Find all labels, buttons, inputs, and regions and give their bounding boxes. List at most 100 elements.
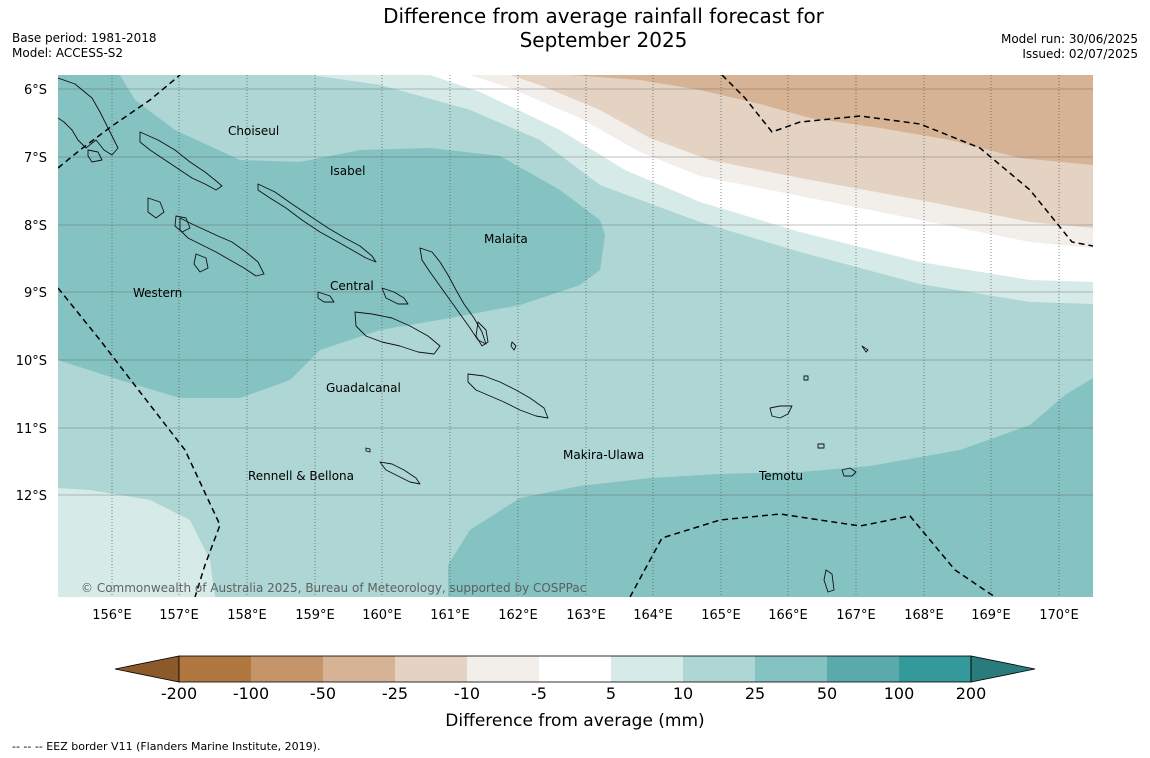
- island-bellona: [365, 447, 371, 453]
- island-shortlands: [87, 149, 103, 163]
- region-label-rennell-bellona: Rennell & Bellona: [248, 469, 354, 483]
- colorbar-ticks: -200 -100 -50 -25 -10 -5 5 10 25 50 100 …: [161, 684, 986, 703]
- lon-label-158e: 158°E: [227, 608, 267, 623]
- lon-label-169e: 169°E: [971, 608, 1011, 623]
- colorbar-tick-minus200: -200: [161, 684, 197, 703]
- issued-date: Issued: 02/07/2025: [1022, 47, 1138, 61]
- lon-label-164e: 164°E: [633, 608, 673, 623]
- region-label-malaita: Malaita: [484, 232, 528, 246]
- colorbar-tick-minus100: -100: [233, 684, 269, 703]
- colorbar-tick-10: 10: [673, 684, 693, 703]
- region-label-temotu: Temotu: [758, 469, 803, 483]
- colorbar-swatches: [114, 655, 1036, 683]
- lon-label-163e: 163°E: [566, 608, 606, 623]
- island-ndeni: [769, 405, 793, 419]
- base-period: Base period: 1981-2018: [12, 31, 157, 45]
- island-malaita: [419, 247, 487, 345]
- colorbar-tick-100: 100: [884, 684, 915, 703]
- lat-label-6s: 6°S: [24, 83, 47, 98]
- lon-axis-labels: 156°E 157°E 158°E 159°E 160°E 161°E 162°…: [92, 608, 1079, 623]
- copyright-watermark: © Commonwealth of Australia 2025, Bureau…: [81, 581, 586, 595]
- island-bougainville: [58, 77, 119, 156]
- region-label-guadalcanal: Guadalcanal: [326, 381, 401, 395]
- colorbar-swatch: [395, 656, 467, 682]
- map-title: Difference from average rainfall forecas…: [0, 4, 1150, 52]
- model-run: Model run: 30/06/2025: [1000, 32, 1138, 46]
- island-anuta: [803, 375, 809, 381]
- colorbar-swatch: [827, 656, 899, 682]
- colorbar-outline: [178, 655, 972, 683]
- lon-label-160e: 160°E: [362, 608, 402, 623]
- colorbar-tick-minus50: -50: [310, 684, 336, 703]
- lat-label-8s: 8°S: [24, 219, 47, 234]
- eez-border-north-east: [721, 75, 1093, 247]
- colorbar-arrow-low: [114, 655, 180, 683]
- eez-borders: [58, 75, 1093, 597]
- lat-label-9s: 9°S: [24, 286, 47, 301]
- island-russell: [381, 287, 409, 305]
- lat-label-7s: 7°S: [24, 151, 47, 166]
- island-isabel: [257, 183, 377, 263]
- island-florida: [317, 291, 335, 303]
- island-makira: [467, 373, 549, 419]
- region-label-isabel: Isabel: [330, 164, 365, 178]
- grid-meridians: [111, 75, 1060, 597]
- lat-label-11s: 11°S: [16, 422, 47, 437]
- island-guadalcanal: [354, 311, 441, 355]
- colorbar-swatch: [467, 656, 539, 682]
- lon-label-165e: 165°E: [701, 608, 741, 623]
- lon-label-157e: 157°E: [159, 608, 199, 623]
- colorbar-arrow-high: [970, 655, 1036, 683]
- colorbar-tick-minus5: -5: [531, 684, 547, 703]
- meta-right: Model run: 30/06/2025 Issued: 02/07/2025: [1001, 32, 1138, 62]
- model-name: Model: ACCESS-S2: [12, 46, 124, 60]
- band-10-25-north: [58, 75, 540, 140]
- island-utupua: [823, 569, 835, 593]
- colorbar-swatch: [755, 656, 827, 682]
- colorbar-tick-25: 25: [745, 684, 765, 703]
- region-label-western: Western: [133, 286, 182, 300]
- grid-parallels: [58, 88, 1093, 496]
- island-vella-lavella: [147, 197, 165, 219]
- lon-label-166e: 166°E: [768, 608, 808, 623]
- band-5-10-southwest: [58, 488, 215, 597]
- band-minus50-minus25: [570, 75, 1093, 165]
- lon-label-167e: 167°E: [836, 608, 876, 623]
- lon-label-161e: 161°E: [430, 608, 470, 623]
- colorbar-swatch: [179, 656, 251, 682]
- eez-legend-note: -- -- -- EEZ border V11 (Flanders Marine…: [12, 740, 321, 753]
- island-vanikoro: [841, 467, 857, 477]
- title-line-2: September 2025: [519, 28, 688, 52]
- colorbar-tick-200: 200: [956, 684, 987, 703]
- colorbar-swatch: [683, 656, 755, 682]
- map-frame: [58, 75, 1093, 597]
- title-line-1: Difference from average rainfall forecas…: [383, 4, 824, 28]
- colorbar-tick-50: 50: [817, 684, 837, 703]
- lon-label-168e: 168°E: [904, 608, 944, 623]
- colorbar-tick-minus10: -10: [454, 684, 480, 703]
- lon-label-156e: 156°E: [92, 608, 132, 623]
- colorbar: -200 -100 -50 -25 -10 -5 5 10 25 50 100 …: [114, 655, 1036, 731]
- island-choiseul: [139, 131, 223, 191]
- coastlines: [58, 77, 869, 593]
- island-duff: [861, 345, 869, 353]
- island-ranongga: [174, 215, 191, 233]
- lon-label-159e: 159°E: [295, 608, 335, 623]
- island-new-georgia: [179, 217, 265, 277]
- colorbar-swatch: [611, 656, 683, 682]
- island-tikopia: [817, 443, 825, 449]
- eez-border-west: [58, 287, 221, 597]
- colorbar-tick-minus25: -25: [382, 684, 408, 703]
- colorbar-label: Difference from average (mm): [445, 711, 704, 731]
- island-ulawa: [510, 341, 517, 351]
- band-25-50-west: [58, 75, 605, 398]
- colorbar-swatch: [323, 656, 395, 682]
- colorbar-swatch: [899, 656, 971, 682]
- region-label-choiseul: Choiseul: [228, 124, 279, 138]
- island-rendova: [193, 253, 209, 273]
- colorbar-swatch: [539, 656, 611, 682]
- lat-label-12s: 12°S: [16, 489, 47, 504]
- lon-label-162e: 162°E: [498, 608, 538, 623]
- colorbar-swatch: [251, 656, 323, 682]
